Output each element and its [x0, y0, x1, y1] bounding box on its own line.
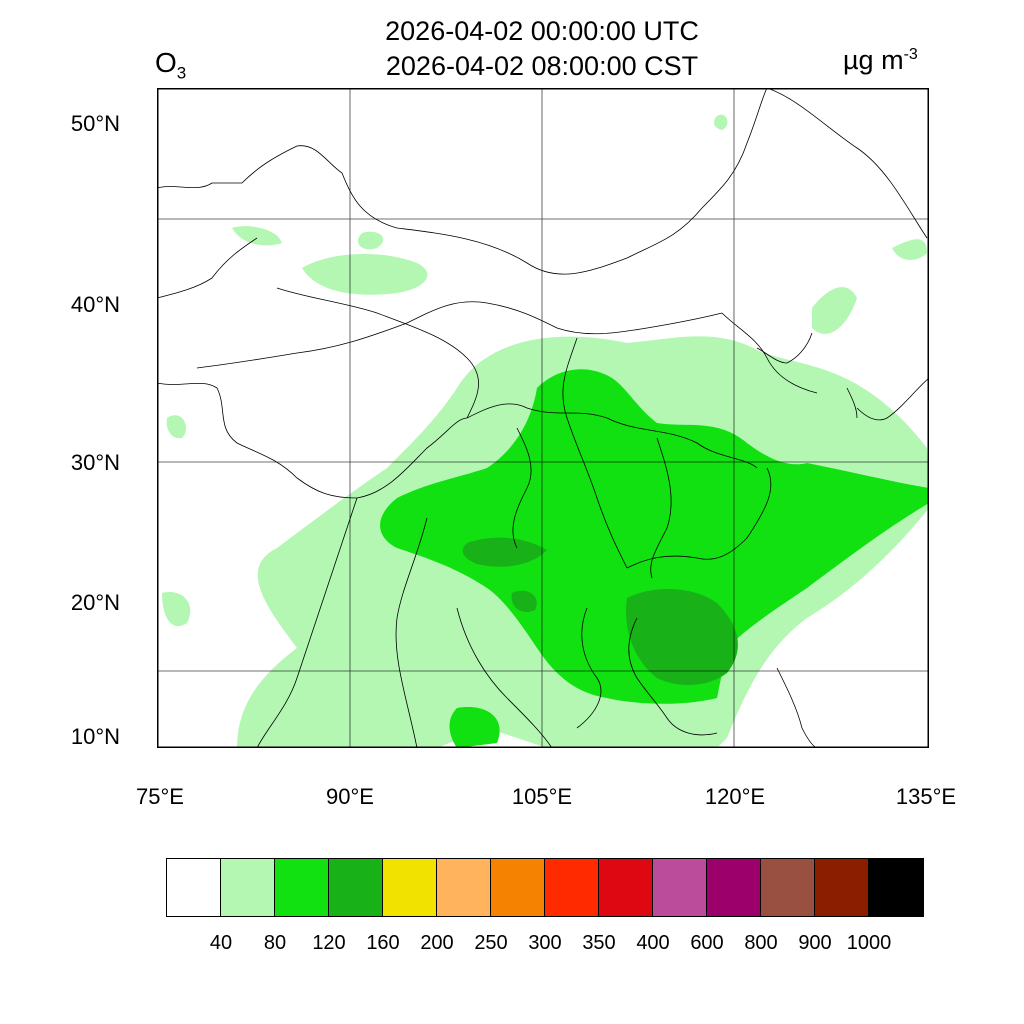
lon-label-90: 90°E — [326, 784, 374, 809]
colorbar-swatch-11 — [761, 859, 815, 916]
colorbar-swatch-13 — [869, 859, 923, 916]
colorbar-label-11: 900 — [798, 932, 832, 954]
colorbar-swatch-12 — [815, 859, 869, 916]
colorbar-swatch-3 — [329, 859, 383, 916]
colorbar-swatch-1 — [221, 859, 275, 916]
colorbar-swatch-10 — [707, 859, 761, 916]
species-label: O3 — [155, 47, 187, 83]
ozone-map — [157, 88, 929, 748]
gridlines — [157, 88, 929, 748]
colorbar-swatch-9 — [653, 859, 707, 916]
lat-label-20: 20°N — [70, 590, 120, 615]
colorbar-label-3: 160 — [366, 932, 400, 954]
lon-label-120: 120°E — [704, 784, 766, 809]
colorbar-label-2: 120 — [312, 932, 346, 954]
colorbar-label-7: 350 — [582, 932, 616, 954]
title-utc: 2026-04-02 00:00:00 UTC — [385, 16, 699, 46]
colorbar-swatch-5 — [437, 859, 491, 916]
ozone-layer-80-120 — [380, 369, 929, 748]
colorbar-swatch-7 — [545, 859, 599, 916]
colorbar-label-0: 40 — [209, 932, 233, 954]
colorbar-label-1: 80 — [263, 932, 287, 954]
colorbar-label-12: 1000 — [846, 932, 892, 954]
colorbar-label-10: 800 — [744, 932, 778, 954]
lon-label-75: 75°E — [136, 784, 184, 809]
colorbar-label-4: 200 — [420, 932, 454, 954]
colorbar-swatch-4 — [383, 859, 437, 916]
colorbar-label-8: 400 — [636, 932, 670, 954]
lat-label-10: 10°N — [70, 724, 120, 749]
colorbar-label-9: 600 — [690, 932, 724, 954]
colorbar-label-5: 250 — [474, 932, 508, 954]
colorbar-label-6: 300 — [528, 932, 562, 954]
colorbar-swatch-0 — [167, 859, 221, 916]
boundaries — [157, 88, 929, 748]
colorbar-swatch-2 — [275, 859, 329, 916]
title-cst: 2026-04-02 08:00:00 CST — [385, 51, 699, 81]
colorbar — [166, 858, 924, 917]
units-label: µg m-3 — [843, 45, 918, 75]
lat-label-30: 30°N — [70, 450, 120, 475]
lat-label-40: 40°N — [70, 292, 120, 317]
lon-label-135: 135°E — [895, 784, 957, 809]
lat-label-50: 50°N — [70, 111, 120, 136]
map-frame — [157, 88, 929, 748]
colorbar-swatch-6 — [491, 859, 545, 916]
lon-label-105: 105°E — [511, 784, 573, 809]
ozone-layer-120-160 — [462, 537, 738, 685]
colorbar-swatch-8 — [599, 859, 653, 916]
